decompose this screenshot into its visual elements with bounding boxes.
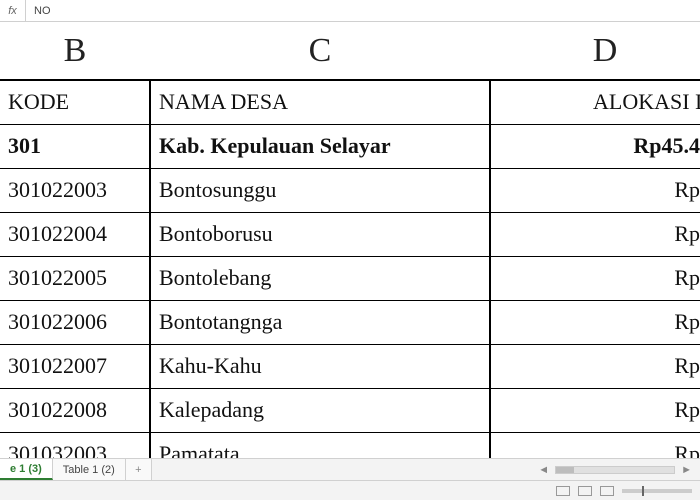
view-pagelayout-icon[interactable]	[578, 486, 592, 496]
fx-icon[interactable]: fx	[0, 0, 26, 21]
formula-bar: fx NO	[0, 0, 700, 22]
table-row: 301022006 Bontotangnga Rp6	[0, 300, 700, 344]
cell[interactable]: 301022007	[0, 344, 150, 388]
cell[interactable]: Kalepadang	[150, 388, 490, 432]
table-row: 301022004 Bontoborusu Rp6	[0, 212, 700, 256]
view-normal-icon[interactable]	[556, 486, 570, 496]
table-row: 301022005 Bontolebang Rp5	[0, 256, 700, 300]
cell[interactable]: Rp6	[490, 300, 700, 344]
table-row: 301022008 Kalepadang Rp6	[0, 388, 700, 432]
view-pagebreak-icon[interactable]	[600, 486, 614, 496]
cell[interactable]: 301022005	[0, 256, 150, 300]
cell[interactable]: Kab. Kepulauan Selayar	[150, 124, 490, 168]
zoom-slider[interactable]	[622, 489, 692, 493]
cell[interactable]: Rp6	[490, 388, 700, 432]
scroll-right-icon[interactable]: ►	[681, 464, 692, 476]
spreadsheet-app: fx NO B C D KODE NAMA DESA ALOKASI D	[0, 0, 700, 500]
cell[interactable]: 301022003	[0, 168, 150, 212]
cell[interactable]: KODE	[0, 80, 150, 124]
cell[interactable]: Kahu-Kahu	[150, 344, 490, 388]
cell[interactable]: Rp5	[490, 432, 700, 458]
col-header-b[interactable]: B	[0, 22, 150, 80]
table-row: 301022003 Bontosunggu Rp6	[0, 168, 700, 212]
scroll-thumb[interactable]	[556, 467, 574, 473]
table-row: 301022007 Kahu-Kahu Rp6	[0, 344, 700, 388]
sheet-tab-bar: e 1 (3) Table 1 (2) + ◄ ►	[0, 458, 700, 480]
formula-value[interactable]: NO	[26, 5, 59, 17]
cell[interactable]: Rp6	[490, 212, 700, 256]
cell[interactable]: NAMA DESA	[150, 80, 490, 124]
cell[interactable]: Rp5	[490, 256, 700, 300]
cell[interactable]: Rp45.42	[490, 124, 700, 168]
summary-row: 301 Kab. Kepulauan Selayar Rp45.42	[0, 124, 700, 168]
cell[interactable]: Bontolebang	[150, 256, 490, 300]
horizontal-scroll: ◄ ►	[530, 459, 700, 480]
cell[interactable]: Bontosunggu	[150, 168, 490, 212]
status-bar	[0, 480, 700, 500]
table-row: 301032003 Pamatata Rp5	[0, 432, 700, 458]
cell[interactable]: 301032003	[0, 432, 150, 458]
cell[interactable]: Bontoborusu	[150, 212, 490, 256]
add-sheet-button[interactable]: +	[126, 459, 152, 480]
column-header-row: B C D	[0, 22, 700, 80]
cell[interactable]: Rp6	[490, 168, 700, 212]
cell[interactable]: 301022006	[0, 300, 150, 344]
cell[interactable]: Pamatata	[150, 432, 490, 458]
tab-spacer	[152, 459, 530, 480]
cell[interactable]: 301022008	[0, 388, 150, 432]
cell[interactable]: 301022004	[0, 212, 150, 256]
grid-area[interactable]: B C D KODE NAMA DESA ALOKASI D 301 Kab. …	[0, 22, 700, 458]
table-header-row: KODE NAMA DESA ALOKASI D	[0, 80, 700, 124]
sheet-tab[interactable]: Table 1 (2)	[53, 459, 126, 480]
cell[interactable]: Rp6	[490, 344, 700, 388]
cell[interactable]: Bontotangnga	[150, 300, 490, 344]
scroll-left-icon[interactable]: ◄	[538, 464, 549, 476]
col-header-d[interactable]: D	[490, 22, 700, 80]
col-header-c[interactable]: C	[150, 22, 490, 80]
scroll-track[interactable]	[555, 466, 675, 474]
zoom-thumb[interactable]	[642, 486, 644, 496]
cell[interactable]: 301	[0, 124, 150, 168]
cell[interactable]: ALOKASI D	[490, 80, 700, 124]
sheet-tab[interactable]: e 1 (3)	[0, 459, 53, 480]
sheet-table: B C D KODE NAMA DESA ALOKASI D 301 Kab. …	[0, 22, 700, 458]
